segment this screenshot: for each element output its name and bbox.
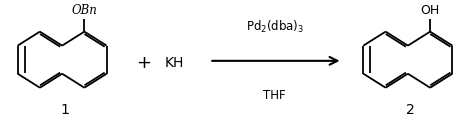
Text: OBn: OBn [71,4,97,17]
Text: KH: KH [164,56,184,70]
Text: 2: 2 [406,103,415,117]
Text: THF: THF [263,89,286,102]
Text: +: + [136,54,151,72]
Text: Pd$_2$(dba)$_3$: Pd$_2$(dba)$_3$ [246,19,304,35]
Text: OH: OH [421,4,440,17]
Text: 1: 1 [60,103,69,117]
